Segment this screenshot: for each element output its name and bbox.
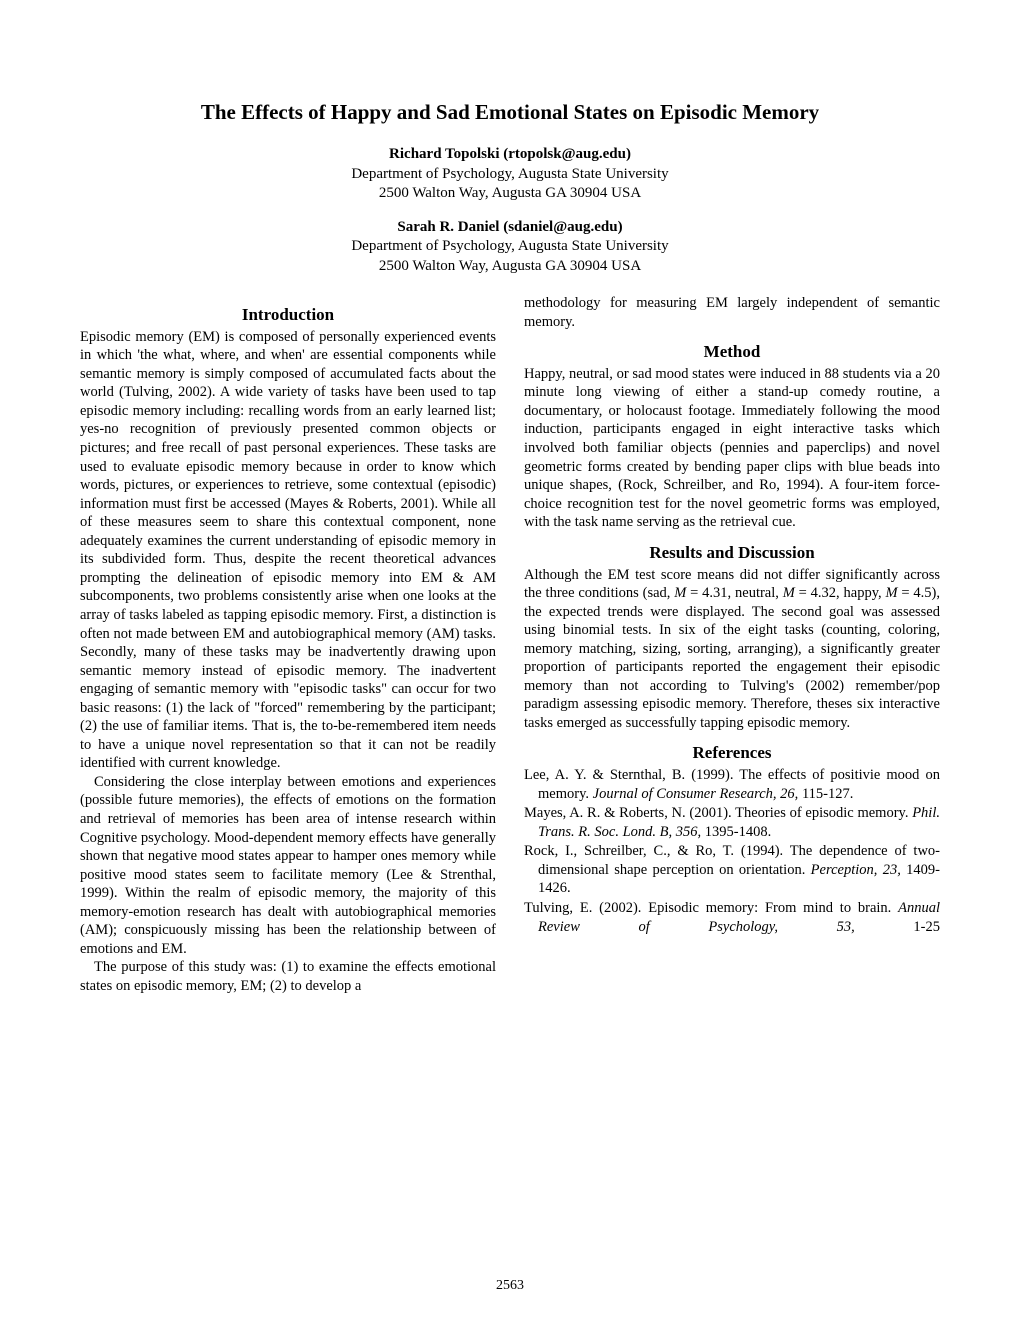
author-name: Richard Topolski (rtopolsk@aug.edu) bbox=[80, 145, 940, 165]
author-block-2: Sarah R. Daniel (sdaniel@aug.edu) Depart… bbox=[80, 218, 940, 277]
author-dept: Department of Psychology, Augusta State … bbox=[80, 237, 940, 257]
method-paragraph: Happy, neutral, or sad mood states were … bbox=[524, 365, 940, 532]
references-heading: References bbox=[524, 742, 940, 764]
ref-journal: Journal of Consumer Research, 26, bbox=[593, 786, 799, 802]
intro-paragraph-3: The purpose of this study was: (1) to ex… bbox=[80, 958, 496, 995]
intro-paragraph-1: Episodic memory (EM) is composed of pers… bbox=[80, 328, 496, 773]
ref-text: 1395-1408. bbox=[701, 824, 771, 840]
method-heading: Method bbox=[524, 341, 940, 363]
intro-continuation: methodology for measuring EM largely ind… bbox=[524, 294, 940, 331]
reference-item: Mayes, A. R. & Roberts, N. (2001). Theor… bbox=[524, 804, 940, 841]
results-paragraph: Although the EM test score means did not… bbox=[524, 566, 940, 733]
introduction-heading: Introduction bbox=[80, 304, 496, 326]
author-addr: 2500 Walton Way, Augusta GA 30904 USA bbox=[80, 184, 940, 204]
results-heading: Results and Discussion bbox=[524, 542, 940, 564]
stat-M: M bbox=[885, 585, 897, 601]
results-text: = 4.32, happy, bbox=[795, 585, 886, 601]
reference-item: Tulving, E. (2002). Episodic memory: Fro… bbox=[524, 899, 940, 936]
page-number: 2563 bbox=[0, 1278, 1020, 1294]
author-dept: Department of Psychology, Augusta State … bbox=[80, 165, 940, 185]
ref-journal: Perception, 23, bbox=[811, 862, 901, 878]
ref-text: Tulving, E. (2002). Episodic memory: Fro… bbox=[524, 900, 898, 916]
ref-text: Mayes, A. R. & Roberts, N. (2001). Theor… bbox=[524, 805, 912, 821]
results-text: = 4.5), the expected trends were display… bbox=[524, 585, 940, 731]
author-block-1: Richard Topolski (rtopolsk@aug.edu) Depa… bbox=[80, 145, 940, 204]
stat-M: M bbox=[674, 585, 686, 601]
stat-M: M bbox=[783, 585, 795, 601]
left-column: Introduction Episodic memory (EM) is com… bbox=[80, 294, 496, 995]
paper-page: The Effects of Happy and Sad Emotional S… bbox=[0, 0, 1020, 1055]
paper-title: The Effects of Happy and Sad Emotional S… bbox=[80, 100, 940, 125]
two-column-body: Introduction Episodic memory (EM) is com… bbox=[80, 294, 940, 995]
right-column: methodology for measuring EM largely ind… bbox=[524, 294, 940, 995]
reference-item: Lee, A. Y. & Sternthal, B. (1999). The e… bbox=[524, 766, 940, 803]
author-addr: 2500 Walton Way, Augusta GA 30904 USA bbox=[80, 257, 940, 277]
ref-text: 1-25 bbox=[855, 919, 940, 935]
ref-text: 115-127. bbox=[798, 786, 853, 802]
reference-item: Rock, I., Schreilber, C., & Ro, T. (1994… bbox=[524, 842, 940, 898]
intro-paragraph-2: Considering the close interplay between … bbox=[80, 773, 496, 958]
author-name: Sarah R. Daniel (sdaniel@aug.edu) bbox=[80, 218, 940, 238]
results-text: = 4.31, neutral, bbox=[686, 585, 782, 601]
